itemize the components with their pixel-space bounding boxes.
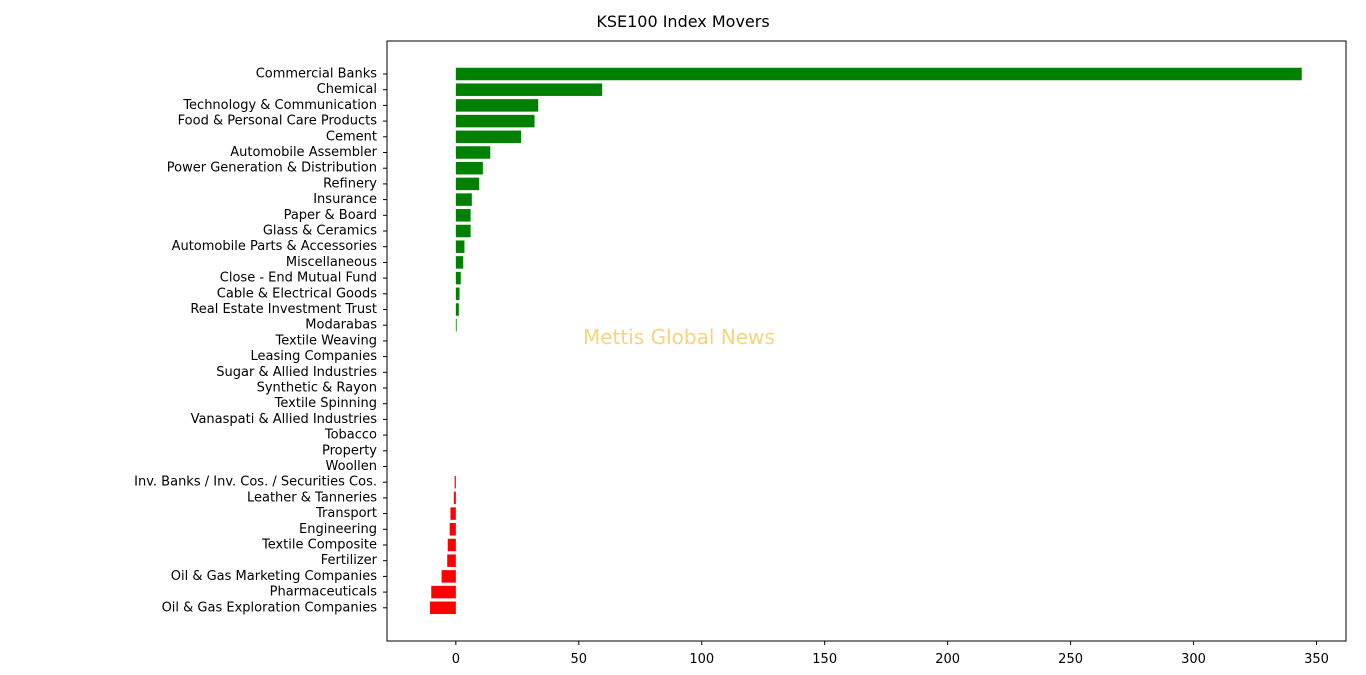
bar bbox=[455, 67, 1302, 81]
bar bbox=[447, 554, 456, 567]
y-tick-label: Miscellaneous bbox=[286, 255, 377, 270]
y-tick-label: Pharmaceuticals bbox=[270, 585, 378, 600]
bars-group bbox=[430, 67, 1302, 615]
y-tick-label: Leather & Tanneries bbox=[247, 490, 377, 505]
bar bbox=[447, 538, 456, 552]
bar bbox=[455, 318, 457, 332]
y-tick-label: Automobile Parts & Accessories bbox=[172, 239, 378, 254]
y-tick-label: Food & Personal Care Products bbox=[178, 114, 378, 129]
bar bbox=[455, 99, 539, 112]
bar bbox=[431, 585, 456, 599]
y-tick-label: Leasing Companies bbox=[250, 349, 377, 364]
x-tick-label: 200 bbox=[935, 652, 960, 667]
y-tick-label: Sugar & Allied Industries bbox=[216, 365, 377, 380]
watermark-text: Mettis Global News bbox=[583, 325, 775, 349]
y-tick-label: Inv. Banks / Inv. Cos. / Securities Cos. bbox=[134, 475, 377, 490]
bar bbox=[455, 303, 459, 316]
bar bbox=[455, 240, 465, 253]
y-tick-label: Close - End Mutual Fund bbox=[220, 271, 377, 286]
bar bbox=[454, 475, 456, 489]
bar bbox=[455, 177, 480, 191]
bar bbox=[455, 83, 603, 96]
bar bbox=[450, 507, 456, 520]
bar bbox=[453, 491, 456, 505]
y-tick-label: Cable & Electrical Goods bbox=[217, 286, 377, 301]
bar bbox=[430, 601, 456, 615]
y-tick-label: Oil & Gas Marketing Companies bbox=[171, 569, 377, 584]
bar bbox=[455, 161, 483, 175]
y-tick-label: Glass & Ceramics bbox=[263, 224, 377, 239]
y-tick-label: Insurance bbox=[313, 192, 377, 207]
bar bbox=[455, 209, 471, 222]
bar bbox=[455, 193, 472, 206]
x-tick-label: 100 bbox=[689, 652, 714, 667]
bar bbox=[455, 287, 460, 301]
bar bbox=[441, 570, 456, 583]
bar bbox=[455, 271, 461, 285]
y-tick-label: Engineering bbox=[299, 522, 377, 537]
x-tick-label: 300 bbox=[1181, 652, 1206, 667]
x-tick-label: 50 bbox=[571, 652, 588, 667]
y-tick-label: Paper & Board bbox=[284, 208, 377, 223]
y-tick-label: Woollen bbox=[326, 459, 377, 474]
x-axis: 0 50 100 150 200 250 300 350 bbox=[452, 641, 1329, 667]
y-tick-label: Automobile Assembler bbox=[230, 145, 377, 160]
y-tick-label: Power Generation & Distribution bbox=[167, 161, 377, 176]
y-tick-label: Synthetic & Rayon bbox=[257, 381, 377, 396]
y-tick-label: Chemical bbox=[317, 82, 377, 97]
y-tick-label: Technology & Communication bbox=[182, 98, 377, 113]
x-tick-label: 0 bbox=[452, 652, 460, 667]
y-tick-label: Modarabas bbox=[305, 318, 377, 333]
x-tick-label: 250 bbox=[1058, 652, 1083, 667]
y-tick-label: Transport bbox=[315, 506, 377, 521]
y-tick-label: Vanaspati & Allied Industries bbox=[191, 412, 378, 427]
y-tick-label: Refinery bbox=[323, 176, 377, 191]
y-tick-label: Cement bbox=[326, 129, 377, 144]
y-tick-label: Real Estate Investment Trust bbox=[190, 302, 377, 317]
x-tick-label: 150 bbox=[812, 652, 837, 667]
y-tick-label: Fertilizer bbox=[321, 553, 378, 568]
y-tick-label: Commercial Banks bbox=[256, 67, 378, 82]
plot-frame bbox=[386, 40, 1347, 642]
y-tick-label: Textile Spinning bbox=[274, 396, 377, 411]
y-tick-label: Oil & Gas Exploration Companies bbox=[162, 600, 378, 615]
y-tick-label: Textile Weaving bbox=[275, 333, 378, 348]
bar bbox=[449, 523, 456, 536]
y-tick-label: Tobacco bbox=[324, 428, 377, 443]
y-tick-label: Property bbox=[322, 443, 377, 458]
x-tick-label: 350 bbox=[1304, 652, 1329, 667]
bar bbox=[455, 114, 535, 128]
bar bbox=[455, 224, 471, 238]
bar bbox=[455, 146, 491, 159]
bar bbox=[455, 256, 464, 269]
y-tick-label: Textile Composite bbox=[261, 538, 377, 553]
chart-title: KSE100 Index Movers bbox=[596, 12, 770, 31]
bar bbox=[455, 130, 522, 144]
